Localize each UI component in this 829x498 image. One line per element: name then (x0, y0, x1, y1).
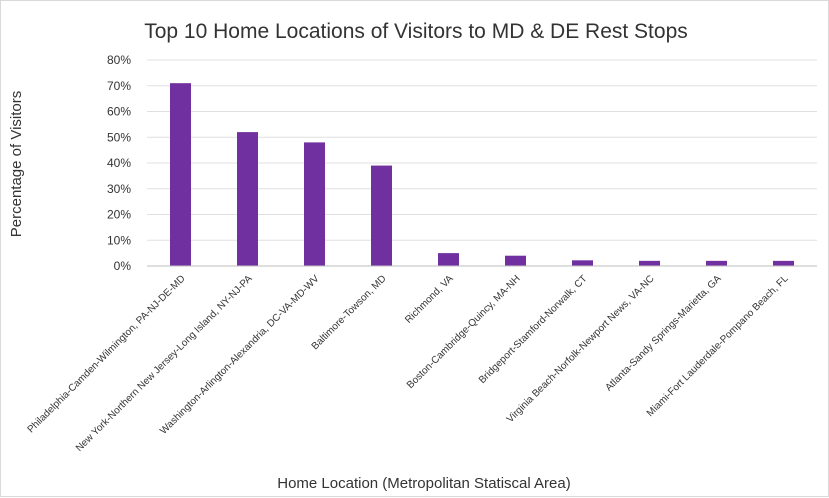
x-tick-label: Boston-Cambridge-Quincy, MA-NH (405, 273, 523, 391)
y-tick-label: 20% (107, 208, 131, 222)
x-tick-label: Washington-Arlington-Alexandria, DC-VA-M… (158, 273, 322, 437)
bar (170, 83, 191, 266)
x-tick-label: Virginia Beach-Norfolk-Newport News, VA-… (505, 273, 657, 425)
x-tick-label: Richmond, VA (403, 273, 456, 326)
x-axis-category-labels: Philadelphia-Camden-Wilmington, PA-NJ-DE… (26, 273, 791, 454)
bar (773, 260, 794, 266)
bar (706, 260, 727, 266)
bar (304, 142, 325, 266)
x-tick-label: Bridgeport-Stamford-Norwalk, CT (477, 273, 590, 386)
y-tick-label: 50% (107, 130, 131, 144)
bar (572, 260, 593, 266)
x-tick-label: Baltimore-Towson, MD (310, 273, 389, 352)
x-tick-label: Philadelphia-Camden-Wilmington, PA-NJ-DE… (26, 273, 188, 435)
y-tick-label: 80% (107, 53, 131, 67)
bar (639, 260, 660, 266)
bar (237, 132, 258, 266)
bar (505, 255, 526, 266)
bar (438, 253, 459, 266)
x-axis-title: Home Location (Metropolitan Statiscal Ar… (277, 475, 570, 492)
x-tick-label: Atlanta-Sandy Springs-Marietta, GA (603, 273, 723, 393)
y-tick-label: 30% (107, 182, 131, 196)
gridlines (147, 59, 817, 241)
y-tick-label: 10% (107, 233, 131, 247)
y-tick-label: 40% (107, 156, 131, 170)
y-tick-label: 0% (114, 259, 132, 273)
x-tick-label: Miami-Fort Lauderdale-Pompano Beach, FL (645, 273, 791, 419)
bar (371, 165, 392, 266)
y-axis-title: Percentage of Visitors (8, 91, 25, 237)
y-tick-label: 60% (107, 105, 131, 119)
bars (170, 83, 794, 266)
chart-title: Top 10 Home Locations of Visitors to MD … (144, 20, 688, 43)
y-tick-label: 70% (107, 79, 131, 93)
y-axis-ticks: 0% 10% 20% 30% 40% 50% 60% 70% 80% (107, 53, 131, 273)
